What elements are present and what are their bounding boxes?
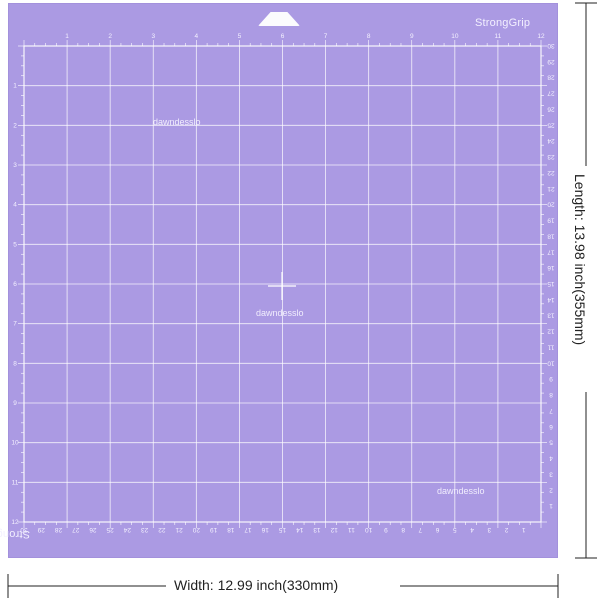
right-ruler-label: 21 [547,185,555,192]
bottom-ruler-label: 10 [365,526,373,533]
watermark-text: dawndesslo [256,308,304,318]
right-ruler-label: 28 [547,74,555,81]
right-ruler-label: 16 [547,264,555,271]
top-ruler-label: 5 [238,33,242,40]
length-dimension-label: Length: 13.98 inch(355mm) [572,170,588,350]
left-ruler-label: 9 [13,400,17,407]
left-ruler-label: 2 [13,122,17,129]
left-ruler-label: 8 [13,360,17,367]
bottom-ruler-label: 30 [20,526,28,533]
top-ruler-label: 10 [451,33,459,40]
bottom-ruler-label: 24 [123,526,131,533]
dimension-lines [7,2,597,598]
top-ruler-label: 6 [281,33,285,40]
right-ruler-label: 15 [547,280,555,287]
bottom-ruler-label: 21 [175,526,183,533]
right-ruler-label: 11 [547,343,554,350]
top-ruler-label: 12 [537,33,545,40]
right-ruler-label: 18 [547,232,555,239]
hanging-notch [258,12,300,26]
left-ruler-label: 1 [13,83,17,90]
cutting-mat [8,3,558,558]
right-ruler-label: 6 [549,423,553,430]
watermark-text: dawndesslo [437,486,485,496]
bottom-ruler-label: 18 [227,526,235,533]
bottom-ruler-label: 13 [313,526,321,533]
right-ruler-label: 25 [547,121,555,128]
right-ruler-label: 8 [549,391,553,398]
top-ruler-label: 7 [324,33,328,40]
bottom-ruler-label: 22 [158,526,166,533]
left-ruler-label: 6 [13,281,17,288]
right-ruler-label: 24 [547,137,555,144]
bottom-ruler-label: 3 [487,526,491,533]
width-dimension-label: Width: 12.99 inch(330mm) [170,577,343,593]
right-ruler-label: 4 [549,455,553,462]
right-ruler-label: 23 [547,153,555,160]
bottom-ruler-label: 29 [37,526,45,533]
bottom-ruler-label: 8 [401,526,405,533]
right-ruler-label: 22 [547,169,555,176]
bottom-ruler-label: 11 [348,526,355,533]
right-ruler-label: 17 [547,248,555,255]
right-ruler-label: 20 [547,201,555,208]
right-ruler-label: 5 [549,439,553,446]
top-ruler-label: 3 [151,33,155,40]
bottom-ruler-label: 4 [470,526,474,533]
bottom-ruler-label: 19 [210,526,218,533]
ruler-ticks [18,40,547,528]
right-ruler-label: 26 [547,105,555,112]
top-ruler-label: 9 [410,33,414,40]
bottom-ruler-label: 17 [244,526,252,533]
bottom-ruler-label: 2 [504,526,508,533]
left-ruler-label: 4 [13,202,17,209]
right-ruler-label: 19 [547,217,555,224]
bottom-ruler-label: 1 [522,526,526,533]
bottom-ruler-label: 27 [72,526,80,533]
right-ruler-label: 9 [549,375,553,382]
top-ruler-label: 4 [195,33,199,40]
right-ruler-label: 7 [549,407,553,414]
right-ruler-label: 14 [547,296,555,303]
right-ruler-label: 1 [549,502,553,509]
bottom-ruler-label: 7 [418,526,422,533]
bottom-ruler-label: 5 [453,526,457,533]
left-ruler-label: 3 [13,162,17,169]
bottom-ruler-label: 28 [54,526,62,533]
top-ruler-label: 1 [65,33,69,40]
top-ruler-label: 11 [495,33,502,40]
top-ruler-label: 2 [108,33,112,40]
ruler-labels: 1 2 3 4 5 6 7 8 9 10 11 121234567891011121234567891… [11,33,554,533]
bottom-ruler-label: 15 [279,526,287,533]
right-ruler-label: 27 [547,90,555,97]
right-ruler-label: 12 [547,328,555,335]
center-cross-icon [268,272,296,300]
left-ruler-label: 5 [13,241,17,248]
bottom-ruler-label: 6 [435,526,439,533]
bottom-ruler-label: 23 [141,526,149,533]
bottom-ruler-label: 12 [330,526,338,533]
right-ruler-label: 3 [549,470,553,477]
left-ruler-label: 11 [12,479,19,486]
brand-label-top: StrongGrip [475,17,531,29]
brand-label-bottom: StrongGrip [0,528,30,540]
right-ruler-label: 13 [547,312,555,319]
left-ruler-label: 10 [11,440,19,447]
watermark-text: dawndesslo [153,117,201,127]
bottom-ruler-label: 14 [296,526,304,533]
right-ruler-label: 2 [549,486,553,493]
right-ruler-label: 10 [547,359,555,366]
bottom-ruler-label: 20 [192,526,200,533]
top-ruler-label: 8 [367,33,371,40]
right-ruler-label: 30 [547,42,555,49]
left-ruler-label: 7 [13,321,17,328]
bottom-ruler-label: 26 [89,526,97,533]
bottom-ruler-label: 25 [106,526,114,533]
left-ruler-label: 12 [11,519,19,526]
right-ruler-label: 29 [547,58,555,65]
bottom-ruler-label: 16 [261,526,269,533]
bottom-ruler-label: 9 [384,526,388,533]
